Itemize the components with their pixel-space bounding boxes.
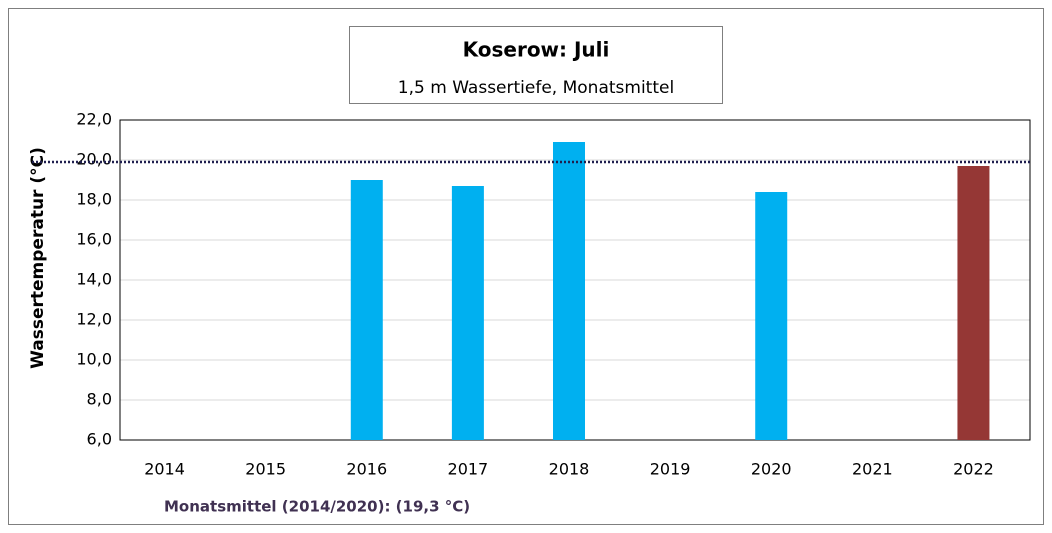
bar: [957, 166, 990, 440]
x-tick-label: 2015: [245, 460, 286, 479]
x-tick-label: 2016: [346, 460, 387, 479]
y-tick-label: 6,0: [87, 430, 112, 449]
x-tick-label: 2014: [144, 460, 185, 479]
y-tick-label: 16,0: [76, 230, 112, 249]
y-tick-label: 12,0: [76, 310, 112, 329]
x-tick-label: 2017: [448, 460, 489, 479]
y-tick-label: 20,0: [76, 150, 112, 169]
x-tick-label: 2020: [751, 460, 792, 479]
title-box: [349, 26, 723, 104]
y-axis-label: Wassertemperatur (°C): [28, 147, 48, 369]
bar: [553, 142, 585, 440]
x-tick-label: 2021: [852, 460, 893, 479]
y-tick-label: 18,0: [76, 190, 112, 209]
annotation: Monatsmittel (2014/2020): (19,3 °C): [164, 498, 470, 516]
bar: [451, 186, 484, 440]
x-tick-label: 2019: [650, 460, 691, 479]
y-tick-label: 14,0: [76, 270, 112, 289]
chart-subtitle: 1,5 m Wassertiefe, Monatsmittel: [398, 78, 674, 98]
bar: [755, 192, 788, 440]
y-tick-label: 10,0: [76, 350, 112, 369]
bar: [350, 180, 383, 440]
x-tick-label: 2022: [953, 460, 994, 479]
x-tick-label: 2018: [549, 460, 590, 479]
y-tick-label: 8,0: [87, 390, 112, 409]
chart-title: Koserow: Juli: [463, 38, 610, 62]
y-tick-label: 22,0: [76, 110, 112, 129]
